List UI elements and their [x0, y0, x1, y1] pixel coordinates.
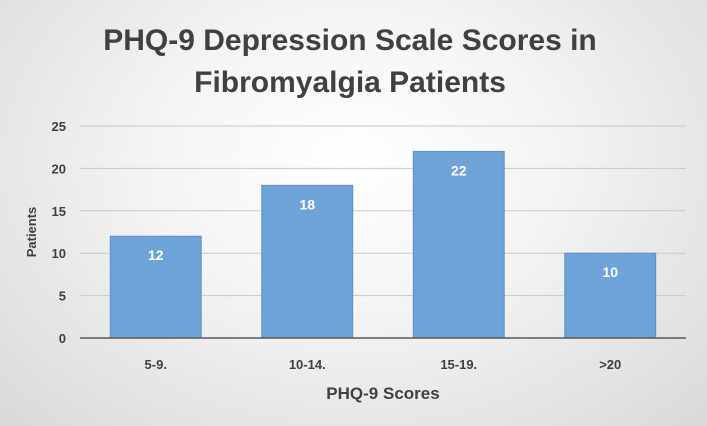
y-tick-label: 15 [52, 204, 66, 219]
chart-title-line-2: Fibromyalgia Patients [194, 66, 506, 99]
data-label: 12 [148, 247, 164, 263]
x-tick-label: 15-19. [440, 357, 477, 372]
x-tick-label: 10-14. [289, 357, 326, 372]
y-tick-label: 25 [52, 119, 66, 134]
bar-3 [412, 150, 505, 339]
bar-4 [564, 252, 657, 339]
chart-title: PHQ-9 Depression Scale Scores in Fibromy… [40, 20, 660, 104]
bar-2 [261, 184, 354, 339]
data-label: 18 [299, 196, 315, 212]
y-tick-label: 0 [59, 331, 66, 346]
y-tick-label: 10 [52, 246, 66, 261]
x-axis-title: PHQ-9 Scores [326, 384, 439, 403]
bar-1 [109, 235, 202, 339]
data-label: 22 [451, 162, 467, 178]
data-label: 10 [602, 264, 618, 280]
x-tick-label: 5-9. [145, 357, 167, 372]
y-tick-label: 20 [52, 161, 66, 176]
chart-title-line-1: PHQ-9 Depression Scale Scores in [103, 24, 597, 57]
y-axis-title: Patients [24, 207, 39, 258]
x-tick-label: >20 [599, 357, 621, 372]
y-tick-label: 5 [59, 289, 66, 304]
